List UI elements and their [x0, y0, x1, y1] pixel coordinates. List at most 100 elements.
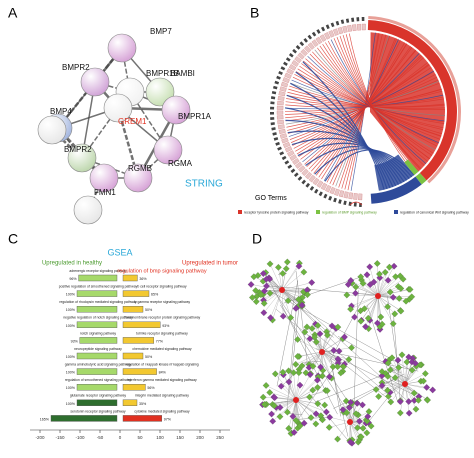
ring-tick — [270, 101, 275, 105]
network-node — [270, 402, 278, 410]
network-node — [294, 336, 301, 343]
network-link — [404, 383, 410, 414]
ring-tick — [273, 137, 279, 141]
network-node — [266, 260, 274, 268]
network-link — [397, 360, 406, 385]
network-node — [289, 413, 297, 420]
network-link — [378, 383, 406, 397]
network-node — [378, 382, 386, 389]
network-node — [260, 300, 268, 307]
network-node — [343, 291, 351, 299]
network-node — [279, 312, 287, 320]
network-node — [415, 396, 422, 404]
network-node — [384, 386, 391, 394]
legend-label: receptor tyrosine protein signaling path… — [244, 210, 309, 214]
network-link — [387, 362, 406, 385]
network-node — [328, 322, 336, 330]
network-link — [279, 399, 297, 417]
panel-letter: B — [250, 5, 259, 21]
network-link — [349, 421, 372, 427]
value-label: 100% — [66, 308, 76, 312]
bar — [76, 399, 118, 406]
network-node — [330, 347, 338, 354]
network-link — [382, 383, 406, 386]
ring-segment — [356, 23, 362, 31]
network-node — [123, 163, 153, 193]
network-link — [377, 295, 379, 324]
ring-tick — [272, 85, 278, 90]
network-node — [334, 363, 341, 370]
ring-tick — [271, 90, 277, 95]
bar — [122, 306, 144, 313]
network-link — [391, 357, 406, 385]
network-link — [272, 289, 283, 321]
network-link — [368, 295, 379, 319]
network-node — [326, 373, 333, 381]
network-link — [321, 327, 339, 353]
ring-tick — [290, 168, 296, 174]
category-label: integrin mediated signaling pathway — [135, 394, 189, 398]
network-node — [389, 320, 397, 328]
network-node — [309, 386, 317, 394]
x-tick-label: -50 — [97, 435, 104, 440]
ring-tick — [351, 17, 355, 22]
network-link — [364, 295, 379, 309]
x-tick-label: 0 — [119, 435, 122, 440]
network-link — [404, 383, 419, 401]
node-label: RGMB — [128, 164, 152, 173]
network-node — [292, 305, 300, 312]
network-node — [384, 359, 392, 367]
value-label: 36% — [139, 277, 147, 281]
network-link — [377, 295, 381, 327]
category-label: cytokine mediated signaling pathway — [134, 409, 190, 413]
network-link — [263, 289, 283, 301]
network-link — [376, 383, 406, 390]
value-label: 84% — [159, 371, 167, 375]
network-link — [377, 289, 411, 297]
ring-tick — [338, 199, 342, 204]
network-link — [387, 383, 406, 391]
network-node — [263, 282, 270, 290]
network-node — [342, 397, 350, 405]
network-link — [295, 399, 327, 413]
chord — [291, 79, 445, 122]
network-link — [319, 333, 323, 353]
chord — [336, 36, 422, 170]
network-node — [326, 413, 334, 421]
x-tick-label: -200 — [35, 435, 45, 440]
node-label: BAMBI — [170, 69, 195, 78]
network-node — [266, 389, 274, 396]
network-link — [355, 293, 379, 297]
bar — [76, 368, 118, 375]
network-link — [331, 368, 349, 437]
network-link — [278, 267, 283, 291]
ring-segment — [338, 190, 345, 198]
x-tick-label: 250 — [216, 435, 224, 440]
ring-segment — [351, 24, 357, 32]
network-link — [272, 399, 297, 422]
bar — [50, 415, 118, 422]
network-link — [377, 275, 401, 297]
network-node — [424, 396, 431, 404]
category-label: b cell receptor signaling pathway — [137, 284, 186, 288]
network-node — [308, 325, 316, 332]
network-node — [325, 424, 333, 431]
network-link — [404, 361, 413, 385]
node-label: BMPR1B — [146, 69, 179, 78]
network-node — [337, 369, 345, 377]
network-link — [297, 351, 323, 357]
category-label: regulation of bmp signaling pathway — [117, 268, 206, 274]
node-label: BMP7 — [150, 27, 172, 36]
network-node — [285, 367, 292, 375]
network-node — [312, 420, 320, 428]
ring-segment — [282, 77, 290, 84]
network-node — [262, 275, 270, 283]
ring-segment — [276, 110, 284, 115]
network-link — [293, 372, 297, 401]
bar — [76, 352, 118, 360]
ring-tick — [309, 185, 315, 191]
ring-segment — [287, 150, 295, 157]
network-node — [324, 331, 331, 339]
network-node — [107, 33, 137, 63]
network-node — [364, 413, 372, 420]
